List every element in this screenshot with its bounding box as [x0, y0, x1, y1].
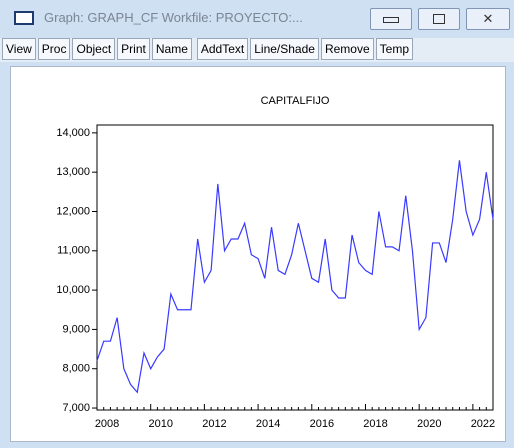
close-button[interactable]: ✕: [466, 8, 510, 30]
x-tick-label: 2008: [95, 418, 119, 430]
y-tick-label: 8,000: [62, 363, 90, 375]
chart-title: CAPITALFIJO: [261, 95, 330, 107]
y-tick-label: 13,000: [56, 166, 90, 178]
toolbar-button[interactable]: Proc: [37, 38, 71, 60]
graph-pane: [10, 66, 506, 442]
y-tick-label: 9,000: [62, 323, 90, 335]
x-tick-label: 2020: [417, 418, 441, 430]
x-tick-label: 2010: [149, 418, 173, 430]
title-bar: Graph: GRAPH_CF Workfile: PROYECTO:... ✕: [0, 0, 514, 36]
y-tick-label: 14,000: [56, 127, 90, 139]
plot-frame: [96, 124, 494, 411]
toolbar: View Proc Object Print Name AddText Line/Shade…: [0, 38, 514, 62]
toolbar-button[interactable]: View: [2, 38, 36, 60]
toolbar-button[interactable]: Print: [117, 38, 150, 60]
window-icon: [14, 11, 34, 25]
toolbar-button[interactable]: Line/Shade: [250, 38, 319, 60]
toolbar-button[interactable]: Object: [72, 38, 116, 60]
y-tick-label: 11,000: [57, 245, 90, 257]
toolbar-button[interactable]: AddText: [196, 38, 249, 60]
window-title: Graph: GRAPH_CF Workfile: PROYECTO:...: [44, 10, 303, 25]
x-tick-label: 2018: [363, 418, 387, 430]
maximize-button[interactable]: [418, 8, 460, 30]
toolbar-button[interactable]: Temp: [375, 38, 413, 60]
toolbar-button[interactable]: Name: [151, 38, 192, 60]
x-tick-label: 2012: [202, 418, 226, 430]
y-tick-label: 12,000: [56, 205, 90, 217]
y-tick-label: 10,000: [56, 284, 90, 296]
y-tick-label: 7,000: [62, 402, 90, 414]
toolbar-button[interactable]: Remove: [320, 38, 374, 60]
minimize-button[interactable]: [370, 8, 412, 30]
x-tick-label: 2022: [471, 418, 495, 430]
x-tick-label: 2016: [310, 418, 334, 430]
data-line: [96, 160, 494, 394]
x-tick-label: 2014: [256, 418, 280, 430]
